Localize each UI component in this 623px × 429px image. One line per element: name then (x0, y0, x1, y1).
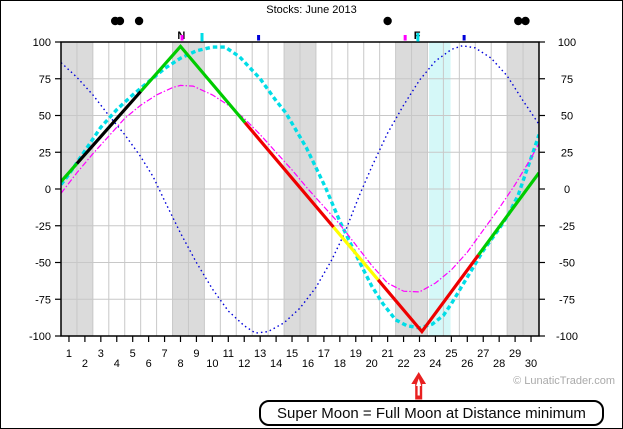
axis-label: 23 (413, 348, 425, 360)
market-line-segment (477, 171, 539, 256)
axis-label: 8 (177, 358, 183, 370)
axis-label: 25 (445, 348, 457, 360)
axis-label: 24 (429, 358, 441, 370)
axis-label: 3 (98, 348, 104, 360)
phase-tick (180, 35, 184, 41)
axis-label: -75 (559, 294, 575, 306)
phase-tick (257, 35, 261, 41)
axis-label: -50 (559, 258, 575, 270)
axis-label: -100 (29, 331, 51, 343)
axis-label: 6 (146, 358, 152, 370)
moon-dot (134, 16, 144, 26)
axis-label: 10 (206, 358, 218, 370)
market-line-segment (139, 43, 247, 124)
moon-dot (514, 16, 523, 26)
chart-title: Stocks: June 2013 (266, 4, 357, 16)
moon-dot (383, 16, 392, 26)
axis-label: 14 (270, 358, 282, 370)
top-markers (110, 16, 530, 42)
axis-label: 26 (461, 358, 473, 370)
axis-label: -100 (556, 331, 578, 343)
market-line-segment (243, 121, 335, 229)
axis-label: 1 (66, 348, 72, 360)
market-line-segment (332, 226, 380, 281)
axis-label: 9 (193, 348, 199, 360)
axis-label: 29 (509, 348, 521, 360)
axis-label: 5 (130, 348, 136, 360)
axis-label: 19 (350, 348, 362, 360)
phase-tick (462, 35, 466, 41)
axis-label: -75 (35, 294, 51, 306)
axis-label: -25 (559, 221, 575, 233)
axis-label: 20 (366, 358, 378, 370)
moon-dot (115, 16, 125, 26)
axis-label: 75 (39, 74, 51, 86)
copyright-text: © LunaticTrader.com (513, 375, 615, 387)
axis-label: 17 (318, 348, 330, 360)
series-blue-dotted-cycle (61, 44, 539, 334)
axis-label: 30 (525, 358, 537, 370)
axis-label: 75 (561, 74, 573, 86)
market-line-segment (61, 162, 79, 183)
axis-label: 13 (254, 348, 266, 360)
axis-label: 2 (82, 358, 88, 370)
gridlines (61, 42, 539, 336)
phase-tick (416, 33, 420, 42)
axis-label: 28 (493, 358, 505, 370)
axis-label: 12 (238, 358, 250, 370)
moon-dot (521, 16, 530, 26)
annotation-text: Super Moon = Full Moon at Distance minim… (277, 404, 586, 422)
phase-tick (200, 33, 204, 42)
axis-label: 25 (39, 147, 51, 159)
axis-label: 100 (33, 37, 51, 49)
phase-tick (403, 35, 407, 41)
axis-label: 50 (561, 111, 573, 123)
axis-label: 15 (286, 348, 298, 360)
super-moon-arrow (411, 372, 427, 400)
axis-label: 11 (223, 348, 234, 360)
axis-label: -50 (35, 258, 51, 270)
axis-label: 100 (558, 37, 576, 49)
market-line-segment (75, 90, 142, 165)
market-line-segment (376, 253, 480, 335)
axis-label: 27 (477, 348, 489, 360)
annotation-box: Super Moon = Full Moon at Distance minim… (259, 400, 604, 426)
axis-label: 18 (334, 358, 346, 370)
series-curves (61, 43, 539, 335)
arrow-inner (416, 378, 422, 396)
axis-label: 4 (114, 358, 120, 370)
axis-label: 21 (382, 348, 394, 360)
axis-label: 7 (162, 348, 168, 360)
axis-label: 0 (564, 184, 570, 196)
axis-label: 16 (302, 358, 314, 370)
axis-label: 22 (397, 358, 409, 370)
series-cyan-dashed-cycle (61, 45, 539, 330)
axis-label: 0 (45, 184, 51, 196)
axis-label: -25 (35, 221, 51, 233)
axis-label: 25 (561, 147, 573, 159)
axis-label: 50 (39, 111, 51, 123)
